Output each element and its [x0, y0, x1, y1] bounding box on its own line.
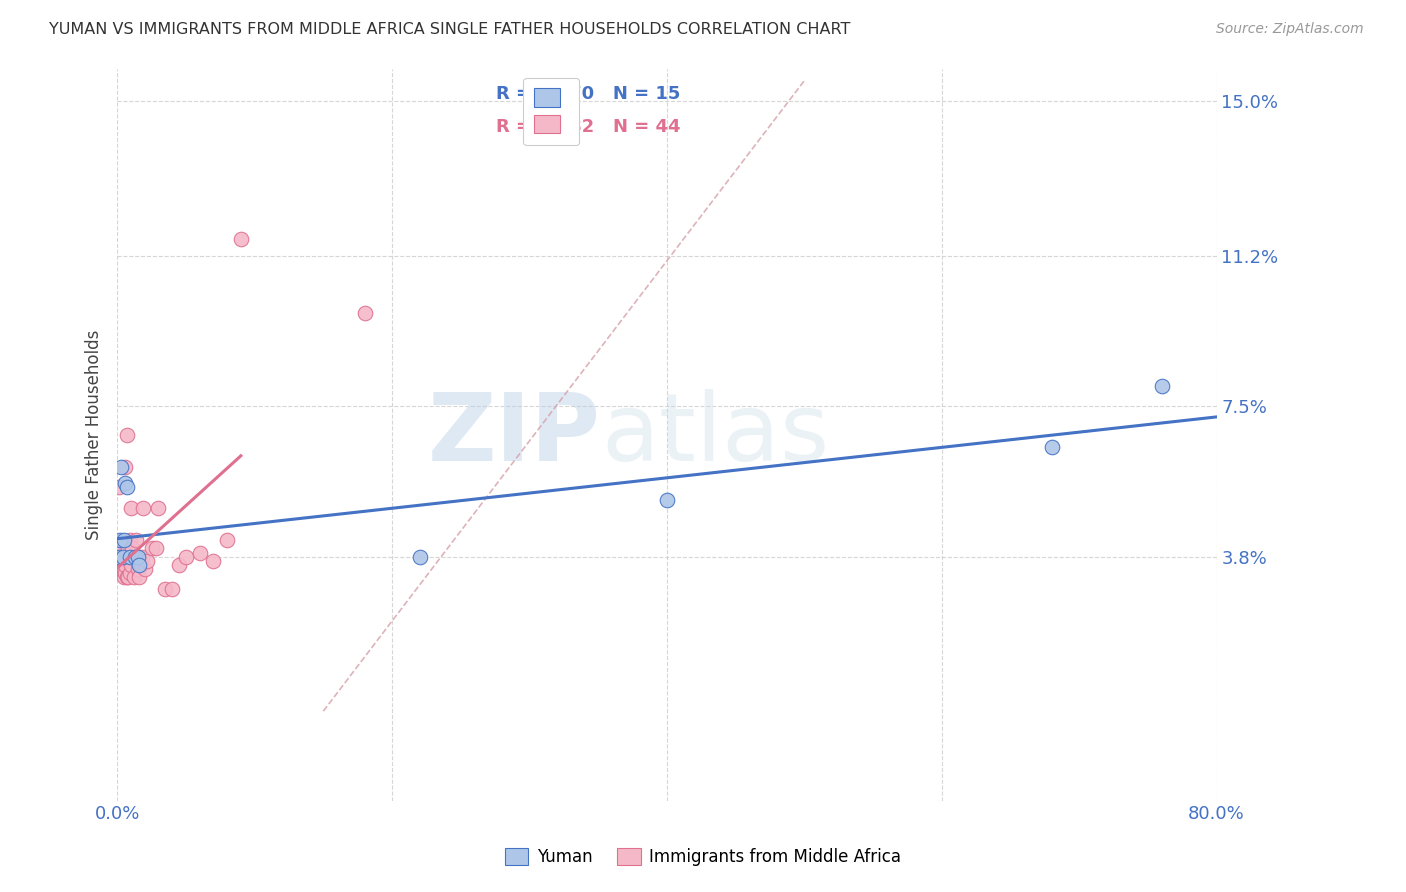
Point [127, 562, 149, 576]
Point [128, 570, 150, 584]
Point [1040, 440, 1063, 454]
Point [112, 562, 135, 576]
Point [229, 232, 252, 246]
Y-axis label: Single Father Households: Single Father Households [86, 329, 103, 540]
Point [132, 500, 155, 515]
Point [122, 570, 145, 584]
Point [108, 541, 131, 556]
Point [131, 549, 153, 564]
Point [121, 541, 143, 556]
Point [353, 305, 375, 319]
Point [107, 549, 129, 564]
Point [120, 500, 142, 515]
Point [111, 541, 134, 556]
Text: YUMAN VS IMMIGRANTS FROM MIDDLE AFRICA SINGLE FATHER HOUSEHOLDS CORRELATION CHAR: YUMAN VS IMMIGRANTS FROM MIDDLE AFRICA S… [49, 22, 851, 37]
Point [114, 460, 136, 475]
Point [217, 533, 239, 548]
Point [118, 549, 141, 564]
Point [124, 549, 146, 564]
Point [112, 533, 135, 548]
Point [108, 533, 131, 548]
Point [117, 570, 139, 584]
Point [408, 549, 430, 564]
Legend: , : , [523, 78, 579, 145]
Point [120, 558, 142, 572]
Point [118, 566, 141, 580]
Point [145, 541, 167, 556]
Point [115, 480, 138, 494]
Point [127, 549, 149, 564]
Point [111, 549, 134, 564]
Legend: Yuman, Immigrants from Middle Africa: Yuman, Immigrants from Middle Africa [496, 840, 910, 875]
Point [115, 427, 138, 442]
Point [111, 562, 134, 576]
Point [134, 562, 156, 576]
Point [174, 549, 197, 564]
Point [112, 570, 135, 584]
Point [129, 558, 152, 572]
Point [141, 541, 163, 556]
Text: Source: ZipAtlas.com: Source: ZipAtlas.com [1216, 22, 1364, 37]
Point [114, 566, 136, 580]
Text: ZIP: ZIP [427, 389, 600, 481]
Point [148, 500, 170, 515]
Text: R = 0.570   N = 15: R = 0.570 N = 15 [496, 85, 681, 103]
Point [108, 562, 131, 576]
Text: atlas: atlas [600, 389, 830, 481]
Point [117, 541, 139, 556]
Point [188, 545, 211, 559]
Point [155, 582, 177, 596]
Point [110, 549, 132, 564]
Point [125, 533, 148, 548]
Point [114, 558, 136, 572]
Point [114, 476, 136, 491]
Point [124, 549, 146, 564]
Point [160, 582, 183, 596]
Point [136, 554, 159, 568]
Point [655, 492, 678, 507]
Point [115, 570, 138, 584]
Point [107, 480, 129, 494]
Point [110, 460, 132, 475]
Point [1150, 378, 1173, 392]
Point [110, 562, 132, 576]
Point [202, 554, 225, 568]
Point [107, 549, 129, 564]
Point [167, 558, 190, 572]
Point [118, 533, 141, 548]
Point [128, 558, 150, 572]
Text: R = 0.482   N = 44: R = 0.482 N = 44 [496, 118, 681, 136]
